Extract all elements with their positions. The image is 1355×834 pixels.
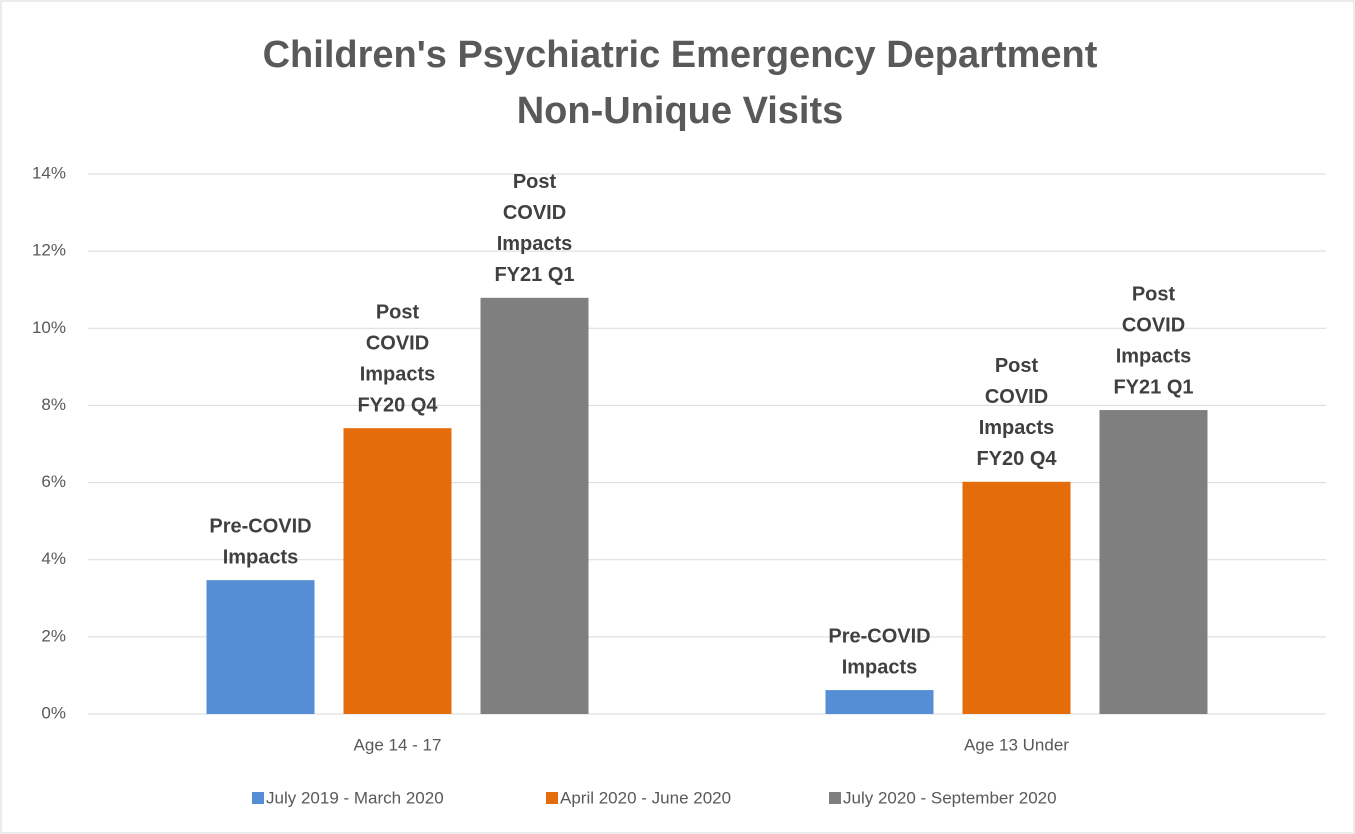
bar	[1099, 410, 1208, 714]
bar-label: Post	[376, 301, 420, 323]
y-tick-label: 0%	[41, 703, 66, 722]
bar-label: Post	[995, 355, 1039, 377]
y-tick-label: 10%	[32, 318, 66, 337]
x-tick-label: Age 13 Under	[964, 735, 1069, 754]
bar	[480, 297, 589, 714]
bar-label: COVID	[503, 202, 566, 224]
legend-label: July 2019 - March 2020	[266, 788, 444, 807]
bar-label: FY21 Q1	[1113, 376, 1193, 398]
bar-label: Post	[513, 171, 557, 193]
bar	[825, 690, 934, 714]
bar-label: Pre-COVID	[209, 515, 311, 537]
bar-label: Impacts	[1116, 345, 1192, 367]
bar-label: COVID	[1122, 314, 1185, 336]
y-tick-label: 6%	[41, 472, 66, 491]
x-tick-label: Age 14 - 17	[354, 735, 442, 754]
legend-label: April 2020 - June 2020	[560, 788, 731, 807]
bar-label: Impacts	[223, 546, 299, 568]
bar-label: FY20 Q4	[976, 448, 1057, 470]
chart-title: Non-Unique Visits	[517, 90, 844, 132]
legend-swatch	[829, 792, 841, 804]
bar-label: Impacts	[842, 656, 918, 678]
y-tick-label: 8%	[41, 395, 66, 414]
bar-label: FY20 Q4	[357, 394, 438, 416]
legend-label: July 2020 - September 2020	[843, 788, 1057, 807]
bar-label: Impacts	[979, 417, 1055, 439]
bar-label: Pre-COVID	[828, 625, 930, 647]
y-tick-label: 14%	[32, 163, 66, 182]
y-tick-label: 4%	[41, 549, 66, 568]
chart-title: Children's Psychiatric Emergency Departm…	[263, 34, 1098, 76]
legend-swatch	[252, 792, 264, 804]
legend-swatch	[546, 792, 558, 804]
bar	[343, 428, 452, 714]
bar-label: FY21 Q1	[494, 264, 574, 286]
bar-label: Impacts	[497, 233, 573, 255]
bar-label: Impacts	[360, 363, 436, 385]
bar-label: COVID	[985, 386, 1048, 408]
bar	[206, 580, 315, 714]
bar-label: COVID	[366, 332, 429, 354]
y-tick-label: 12%	[32, 241, 66, 260]
bar	[962, 481, 1071, 714]
bar-label: Post	[1132, 283, 1176, 305]
y-tick-label: 2%	[41, 626, 66, 645]
